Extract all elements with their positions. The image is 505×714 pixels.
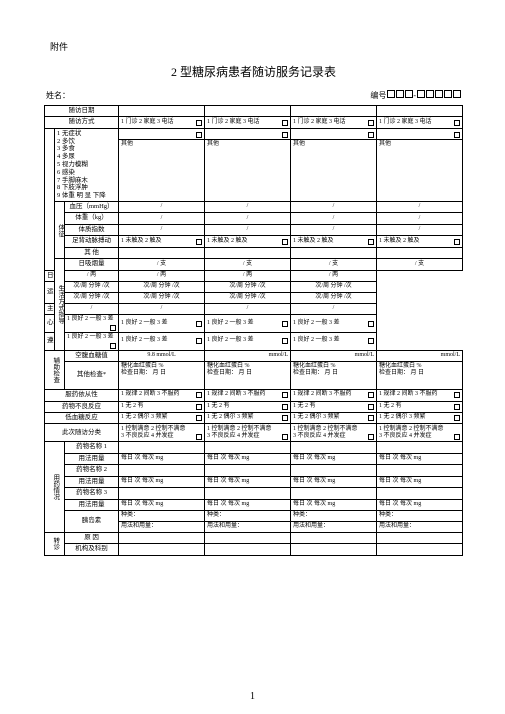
row-smoke: 日吸烟量	[65, 259, 119, 270]
id-section: 编号-	[370, 90, 461, 101]
row-other-check: 其他检查*	[65, 362, 119, 390]
form-table: 随访日期 随访方式 1 门诊 2 家庭 3 电话 1 门诊 2 家庭 3 电话 …	[44, 105, 463, 556]
row-bmi: 体质指数	[65, 224, 119, 235]
section-lifestyle: 生活方式指导	[55, 259, 65, 351]
row-compliance: 服药依从性	[45, 390, 119, 401]
row-visit-mode: 随访方式	[45, 117, 119, 128]
row-hypo: 低血糖反应	[45, 413, 119, 424]
row-insulin: 胰岛素	[65, 511, 119, 533]
name-label: 姓名：	[46, 90, 70, 101]
row-reason: 原 因	[65, 532, 119, 543]
section-aux: 辅助检查	[45, 350, 65, 389]
row-drug2: 药物名称 2	[65, 465, 119, 476]
row-drug1: 药物名称 1	[65, 442, 119, 453]
row-adverse: 药物不良反应	[45, 401, 119, 412]
section-drug: 用药情况	[45, 442, 65, 532]
row-sport: 运 动	[45, 282, 55, 304]
row-pulse: 足背动脉搏动	[65, 236, 119, 247]
attachment-label: 附件	[50, 40, 463, 53]
row-visit-date: 随访日期	[45, 106, 119, 117]
row-org: 机构及科别	[65, 544, 119, 555]
page-title: 2 型糖尿病患者随访服务记录表	[44, 63, 463, 80]
section-signs	[45, 128, 55, 270]
row-weight: 体重（kg）	[65, 213, 119, 224]
page-number: 1	[0, 691, 505, 702]
section-body-signs: 体征	[55, 202, 65, 259]
row-drug3: 药物名称 3	[65, 488, 119, 499]
row-drink: 日饮酒量	[45, 270, 55, 281]
row-staple: 主食（克/天）	[45, 303, 55, 314]
row-fbg: 空腹血糖值	[65, 350, 119, 361]
row-other-sign: 其 他	[65, 247, 119, 258]
row-usage3: 用法用量	[65, 499, 119, 510]
row-usage2: 用法用量	[65, 476, 119, 487]
section-referral: 转诊	[45, 532, 65, 555]
symptom-other: 其他	[119, 140, 205, 202]
row-classify: 此次随访分类	[45, 424, 119, 442]
visit-mode-cell: 1 门诊 2 家庭 3 电话	[119, 117, 205, 128]
row-psych: 心理调整	[45, 315, 55, 333]
symptom-list: 1 无症状2 多饮3 多食4 多尿5 视力模糊6 感染7 手脚麻木8 下肢浮肿9…	[55, 128, 119, 201]
row-bp: 血压（mmHg）	[65, 202, 119, 213]
row-doctor: 遵医行为	[45, 332, 55, 350]
row-usage1: 用法用量	[65, 453, 119, 464]
